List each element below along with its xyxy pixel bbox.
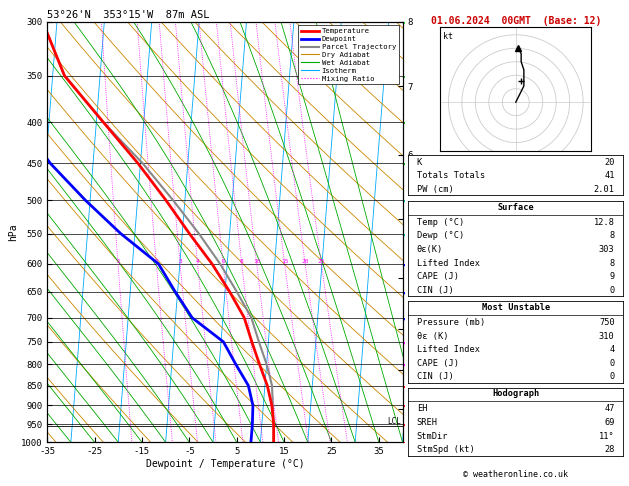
Text: K: K (417, 157, 422, 167)
Text: Surface: Surface (498, 203, 534, 212)
Text: Lifted Index: Lifted Index (417, 345, 480, 354)
Text: LCL: LCL (387, 417, 401, 426)
Text: 8: 8 (240, 259, 243, 264)
Text: θε(K): θε(K) (417, 245, 443, 254)
Text: 11°: 11° (599, 432, 615, 441)
Text: 69: 69 (604, 418, 615, 427)
Text: CAPE (J): CAPE (J) (417, 272, 459, 281)
Text: 1: 1 (116, 259, 120, 264)
Text: θε (K): θε (K) (417, 331, 448, 341)
Text: © weatheronline.co.uk: © weatheronline.co.uk (464, 469, 568, 479)
Text: 53°26'N  353°15'W  87m ASL: 53°26'N 353°15'W 87m ASL (47, 10, 209, 20)
Text: PW (cm): PW (cm) (417, 185, 454, 194)
Y-axis label: hPa: hPa (8, 223, 18, 241)
Text: 303: 303 (599, 245, 615, 254)
Text: CIN (J): CIN (J) (417, 372, 454, 382)
Text: 4: 4 (196, 259, 199, 264)
Text: Totals Totals: Totals Totals (417, 171, 485, 180)
Text: 750: 750 (599, 318, 615, 327)
Text: 310: 310 (599, 331, 615, 341)
Text: Temp (°C): Temp (°C) (417, 218, 464, 227)
Text: 2: 2 (155, 259, 159, 264)
Text: SREH: SREH (417, 418, 438, 427)
Text: 12.8: 12.8 (594, 218, 615, 227)
Text: 0: 0 (610, 359, 615, 368)
Text: Most Unstable: Most Unstable (482, 303, 550, 312)
Text: 8: 8 (610, 231, 615, 241)
Text: 4: 4 (610, 345, 615, 354)
Text: 47: 47 (604, 404, 615, 414)
Text: StmDir: StmDir (417, 432, 448, 441)
X-axis label: Dewpoint / Temperature (°C): Dewpoint / Temperature (°C) (145, 459, 304, 469)
Text: StmSpd (kt): StmSpd (kt) (417, 445, 474, 454)
Text: kt: kt (443, 32, 453, 41)
Text: 28: 28 (604, 445, 615, 454)
Text: Dewp (°C): Dewp (°C) (417, 231, 464, 241)
Text: EH: EH (417, 404, 427, 414)
Text: CAPE (J): CAPE (J) (417, 359, 459, 368)
Text: 20: 20 (604, 157, 615, 167)
Text: 41: 41 (604, 171, 615, 180)
Text: 3: 3 (178, 259, 182, 264)
Text: 20: 20 (301, 259, 309, 264)
Text: 2.01: 2.01 (594, 185, 615, 194)
Text: Hodograph: Hodograph (492, 389, 540, 399)
Text: Pressure (mb): Pressure (mb) (417, 318, 485, 327)
Text: 0: 0 (610, 286, 615, 295)
Text: 0: 0 (610, 372, 615, 382)
Text: Lifted Index: Lifted Index (417, 259, 480, 268)
Text: 25: 25 (318, 259, 325, 264)
Text: 10: 10 (253, 259, 260, 264)
Text: 9: 9 (610, 272, 615, 281)
Y-axis label: km
ASL: km ASL (425, 223, 440, 242)
Text: 15: 15 (281, 259, 289, 264)
Text: 01.06.2024  00GMT  (Base: 12): 01.06.2024 00GMT (Base: 12) (431, 16, 601, 26)
Text: 6: 6 (221, 259, 225, 264)
Text: 8: 8 (610, 259, 615, 268)
Text: CIN (J): CIN (J) (417, 286, 454, 295)
Legend: Temperature, Dewpoint, Parcel Trajectory, Dry Adiabat, Wet Adiabat, Isotherm, Mi: Temperature, Dewpoint, Parcel Trajectory… (298, 25, 399, 85)
